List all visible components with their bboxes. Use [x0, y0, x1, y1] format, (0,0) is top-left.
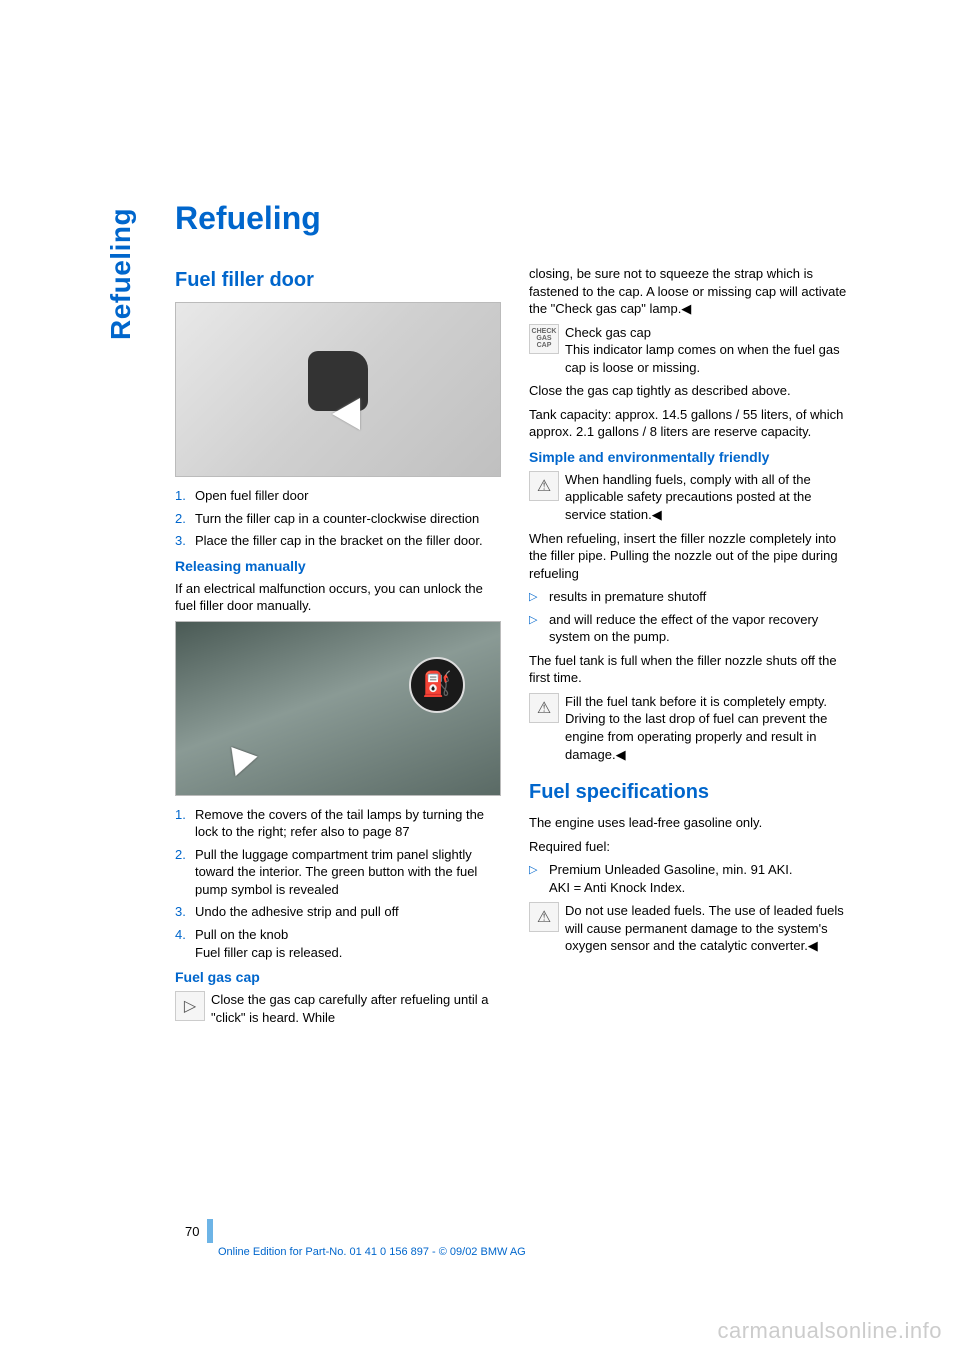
content-columns: Fuel filler door 1.Open fuel filler door…: [175, 265, 855, 1032]
heading-fuel-filler-door: Fuel filler door: [175, 269, 501, 292]
paragraph: Close the gas cap carefully after refuel…: [211, 991, 501, 1026]
list-item: 1.Remove the covers of the tail lamps by…: [175, 806, 501, 841]
section-tab-vertical: Refueling: [105, 140, 137, 340]
page-number-block: 70: [185, 1219, 213, 1243]
list-item: 1.Open fuel filler door: [175, 487, 501, 505]
list-number: 1.: [175, 806, 195, 841]
paragraph-tank-capacity: Tank capacity: approx. 14.5 gallons / 55…: [529, 406, 855, 441]
paragraph: closing, be sure not to squeeze the stra…: [529, 265, 855, 318]
list-text: Remove the covers of the tail lamps by t…: [195, 806, 501, 841]
warning-icon: ⚠: [529, 693, 559, 723]
bullet-icon: ▷: [529, 861, 549, 896]
list-manual-release: 1.Remove the covers of the tail lamps by…: [175, 806, 501, 961]
list-required-fuel: ▷Premium Unleaded Gasoline, min. 91 AKI.…: [529, 861, 855, 896]
list-item: 4.Pull on the knob Fuel filler cap is re…: [175, 926, 501, 961]
list-item: 3.Undo the adhesive strip and pull off: [175, 903, 501, 921]
warning-block: ⚠ Fill the fuel tank before it is comple…: [529, 693, 855, 763]
fuel-pump-icon: ⛽: [409, 657, 465, 713]
left-column: Fuel filler door 1.Open fuel filler door…: [175, 265, 501, 1032]
warning-icon: ⚠: [529, 902, 559, 932]
heading-fuel-gas-cap: Fuel gas cap: [175, 969, 501, 985]
paragraph: Fill the fuel tank before it is complete…: [565, 693, 855, 763]
list-item: 2.Pull the luggage compartment trim pane…: [175, 846, 501, 899]
list-item: 3.Place the filler cap in the bracket on…: [175, 532, 501, 550]
indicator-block: CHECK GAS CAP Check gas cap This indicat…: [529, 324, 855, 377]
list-refueling-effects: ▷results in premature shutoff ▷and will …: [529, 588, 855, 646]
warning-block: ⚠ Do not use leaded fuels. The use of le…: [529, 902, 855, 955]
paragraph: The engine uses lead-free gasoline only.: [529, 814, 855, 832]
heading-fuel-specifications: Fuel specifications: [529, 781, 855, 804]
paragraph: Close the gas cap tightly as described a…: [529, 382, 855, 400]
warning-icon: ⚠: [529, 471, 559, 501]
bullet-icon: ▷: [529, 588, 549, 606]
paragraph: When refueling, insert the filler nozzle…: [529, 530, 855, 583]
page-title: Refueling: [175, 200, 855, 237]
list-text: Pull the luggage compartment trim panel …: [195, 846, 501, 899]
list-number: 2.: [175, 510, 195, 528]
list-text: Open fuel filler door: [195, 487, 308, 505]
list-text: Place the filler cap in the bracket on t…: [195, 532, 483, 550]
figure-fuel-filler-cap: [175, 302, 501, 477]
tip-block: ▷ Close the gas cap carefully after refu…: [175, 991, 501, 1026]
paragraph: The fuel tank is full when the filler no…: [529, 652, 855, 687]
list-item: ▷results in premature shutoff: [529, 588, 855, 606]
list-number: 3.: [175, 903, 195, 921]
footer-copyright: Online Edition for Part-No. 01 41 0 156 …: [218, 1246, 526, 1258]
warning-block: ⚠ When handling fuels, comply with all o…: [529, 471, 855, 524]
heading-simple-friendly: Simple and environmentally friendly: [529, 449, 855, 465]
page-number: 70: [185, 1224, 199, 1239]
list-text: Pull on the knob Fuel filler cap is rele…: [195, 926, 342, 961]
list-text: and will reduce the effect of the vapor …: [549, 611, 855, 646]
list-item: ▷and will reduce the effect of the vapor…: [529, 611, 855, 646]
list-number: 1.: [175, 487, 195, 505]
paragraph: Do not use leaded fuels. The use of lead…: [565, 902, 855, 955]
paragraph: If an electrical malfunction occurs, you…: [175, 580, 501, 615]
bullet-icon: ▷: [529, 611, 549, 646]
list-item: 2.Turn the filler cap in a counter-clock…: [175, 510, 501, 528]
paragraph: When handling fuels, comply with all of …: [565, 471, 855, 524]
paragraph: Check gas cap This indicator lamp comes …: [565, 324, 855, 377]
list-text: Premium Unleaded Gasoline, min. 91 AKI. …: [549, 861, 793, 896]
triangle-tip-icon: ▷: [175, 991, 205, 1021]
watermark: carmanualsonline.info: [717, 1318, 942, 1344]
list-number: 2.: [175, 846, 195, 899]
figure-manual-release: ⛽: [175, 621, 501, 796]
list-number: 3.: [175, 532, 195, 550]
list-open-filler-door: 1.Open fuel filler door 2.Turn the fille…: [175, 487, 501, 550]
list-text: Undo the adhesive strip and pull off: [195, 903, 399, 921]
list-text: results in premature shutoff: [549, 588, 706, 606]
check-gas-cap-icon: CHECK GAS CAP: [529, 324, 559, 354]
list-text: Turn the filler cap in a counter-clockwi…: [195, 510, 479, 528]
list-item: ▷Premium Unleaded Gasoline, min. 91 AKI.…: [529, 861, 855, 896]
page-bar-icon: [207, 1219, 213, 1243]
paragraph: Required fuel:: [529, 838, 855, 856]
right-column: closing, be sure not to squeeze the stra…: [529, 265, 855, 1032]
page: Refueling Refueling Fuel filler door 1.O…: [0, 0, 960, 1358]
heading-releasing-manually: Releasing manually: [175, 558, 501, 574]
list-number: 4.: [175, 926, 195, 961]
